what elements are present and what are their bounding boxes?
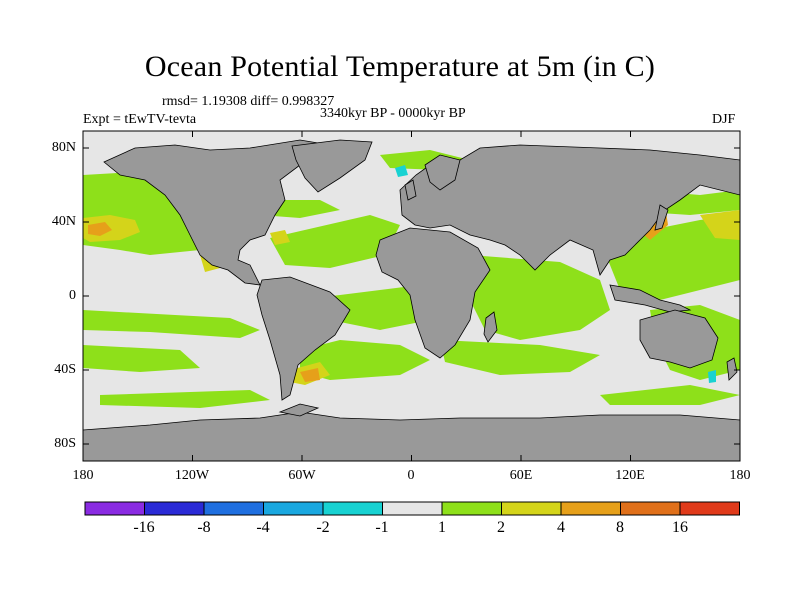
lat-label-40s: 40S — [54, 362, 76, 377]
land-masses — [83, 139, 740, 461]
colorbar-swatch — [501, 501, 562, 516]
madagascar — [483, 311, 498, 343]
map-title: Ocean Potential Temperature at 5m (in C) — [144, 50, 656, 83]
africa — [375, 227, 491, 359]
colorbar-label: 1 — [438, 519, 446, 536]
lon-label-60e: 60E — [509, 468, 533, 483]
cool-anomaly-north-atlantic — [395, 165, 408, 177]
cool-anomaly-south-pacific — [708, 370, 716, 383]
lat-label-0: 0 — [69, 288, 76, 303]
australia — [639, 309, 719, 369]
lon-label-120e: 120E — [615, 468, 645, 483]
lat-label-40n: 40N — [51, 214, 76, 229]
colorbar-swatch — [620, 501, 681, 516]
stats-text: rmsd= 1.19308 diff= 0.998327 — [162, 94, 335, 109]
colorbar-swatch — [441, 501, 502, 516]
colorbar — [84, 501, 740, 516]
colorbar-label: -1 — [375, 519, 389, 536]
colorbar-label: 4 — [557, 519, 565, 536]
colorbar-swatch — [382, 501, 443, 516]
british-isles — [404, 179, 417, 201]
lon-label-180e: 180 — [729, 468, 751, 483]
greenland — [291, 139, 373, 193]
antarctic-peninsula — [278, 403, 320, 417]
season-label: DJF — [712, 112, 736, 127]
lon-label-0: 0 — [407, 468, 415, 483]
lon-label-180w: 180 — [72, 468, 94, 483]
colorbar-swatch — [84, 501, 145, 516]
north-america — [103, 139, 332, 286]
colorbar-swatch — [144, 501, 205, 516]
experiment-label: Expt = tEwTV-tevta — [83, 112, 197, 127]
colorbar-label: -2 — [316, 519, 330, 536]
colorbar-swatch — [679, 501, 740, 516]
colorbar-swatch — [560, 501, 621, 516]
lon-label-60w: 60W — [288, 468, 316, 483]
colorbar-label: -16 — [133, 519, 155, 536]
maritime-continent — [609, 284, 692, 313]
japan — [654, 204, 669, 231]
colorbar-swatch — [322, 501, 383, 516]
scandinavia — [424, 154, 461, 191]
colorbar-label: -8 — [197, 519, 211, 536]
colorbar-label: 16 — [672, 519, 688, 536]
map-area — [83, 131, 740, 461]
antarctica — [83, 411, 740, 461]
lat-label-80n: 80N — [51, 140, 76, 155]
period-label: 3340kyr BP - 0000kyr BP — [320, 106, 466, 121]
lon-label-120w: 120W — [174, 468, 210, 483]
colorbar-swatch — [263, 501, 324, 516]
colorbar-label: -4 — [256, 519, 270, 536]
colorbar-label: 2 — [497, 519, 505, 536]
colorbar-swatch — [203, 501, 264, 516]
south-america — [256, 276, 351, 401]
colorbar-label: 8 — [616, 519, 624, 536]
eurasia — [399, 144, 740, 276]
lat-label-80s: 80S — [54, 436, 76, 451]
axis-ticks — [82, 131, 741, 461]
new-zealand — [726, 357, 738, 381]
